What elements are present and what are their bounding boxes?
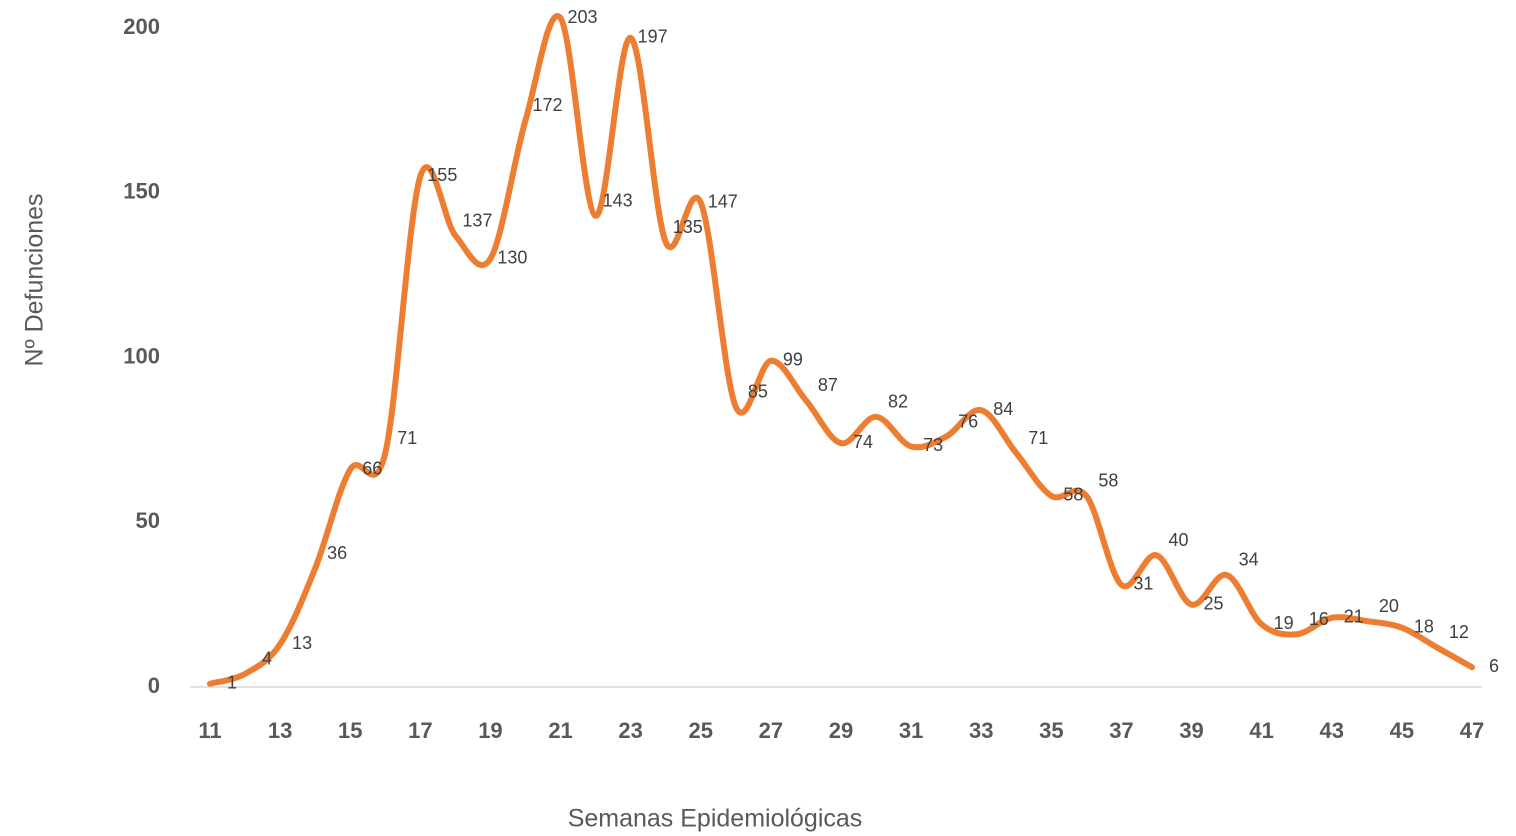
x-tick-label: 27	[759, 718, 783, 743]
y-axis-title: Nº Defunciones	[21, 193, 49, 366]
x-tick-label: 19	[478, 718, 502, 743]
data-label: 143	[603, 191, 633, 211]
data-label: 36	[327, 543, 347, 563]
data-label: 1	[227, 672, 237, 692]
data-label: 84	[993, 399, 1013, 419]
y-tick-label: 150	[123, 179, 160, 204]
x-tick-label: 13	[268, 718, 292, 743]
data-label: 87	[818, 375, 838, 395]
data-label: 76	[958, 411, 978, 431]
data-label: 130	[497, 247, 527, 267]
x-tick-label: 39	[1179, 718, 1203, 743]
data-label: 99	[783, 350, 803, 370]
data-label: 155	[427, 165, 457, 185]
data-label: 203	[568, 7, 598, 27]
x-tick-label: 23	[618, 718, 642, 743]
x-tick-label: 41	[1249, 718, 1273, 743]
data-label: 58	[1098, 471, 1118, 491]
data-label: 197	[638, 27, 668, 47]
y-tick-label: 50	[136, 508, 160, 533]
data-label: 31	[1133, 574, 1153, 594]
x-tick-label: 33	[969, 718, 993, 743]
data-label: 16	[1309, 609, 1329, 629]
data-label: 82	[888, 392, 908, 412]
data-label: 172	[532, 95, 562, 115]
data-label: 71	[1028, 428, 1048, 448]
data-label: 13	[292, 633, 312, 653]
data-label: 66	[362, 458, 382, 478]
data-label: 137	[462, 210, 492, 230]
x-tick-label: 37	[1109, 718, 1133, 743]
x-tick-label: 31	[899, 718, 923, 743]
x-tick-label: 17	[408, 718, 432, 743]
data-label: 21	[1344, 607, 1364, 627]
data-label: 4	[262, 649, 272, 669]
x-tick-label: 21	[548, 718, 572, 743]
line	[207, 13, 1475, 687]
x-tick-label: 43	[1320, 718, 1344, 743]
x-tick-label: 35	[1039, 718, 1063, 743]
x-tick-label: 11	[198, 718, 221, 743]
data-label: 19	[1274, 613, 1294, 633]
data-label: 85	[748, 382, 768, 402]
x-tick-label: 45	[1390, 718, 1414, 743]
data-label: 135	[673, 217, 703, 237]
data-label: 71	[397, 428, 417, 448]
data-label: 147	[708, 191, 738, 211]
data-label: 74	[853, 432, 873, 452]
y-tick-label: 0	[148, 673, 160, 698]
x-axis-title: Semanas Epidemiológicas	[568, 805, 863, 833]
data-label: 58	[1063, 485, 1083, 505]
data-label: 20	[1379, 596, 1399, 616]
data-label: 73	[923, 435, 943, 455]
x-tick-label: 25	[689, 718, 713, 743]
data-label: 6	[1489, 656, 1499, 676]
data-label: 34	[1239, 550, 1259, 570]
y-tick-label: 100	[123, 343, 160, 368]
data-label: 12	[1449, 622, 1469, 642]
y-tick-label: 200	[123, 14, 160, 39]
data-label: 18	[1414, 616, 1434, 636]
x-tick-label: 15	[338, 718, 362, 743]
data-label: 25	[1204, 593, 1224, 613]
data-label: 40	[1168, 530, 1188, 550]
x-tick-label: 29	[829, 718, 853, 743]
x-tick-label: 47	[1460, 718, 1484, 743]
